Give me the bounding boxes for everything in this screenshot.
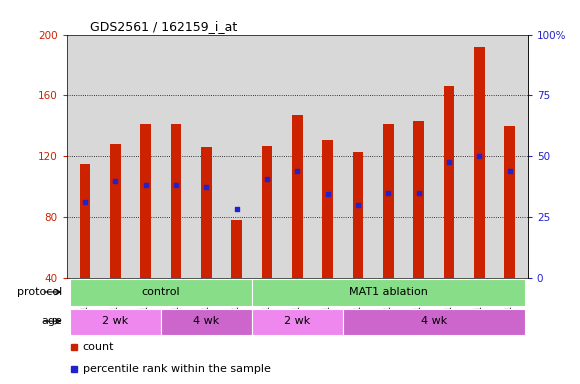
Point — [474, 153, 484, 159]
Text: age: age — [41, 316, 62, 326]
Bar — [474, 47, 484, 278]
Text: count: count — [83, 342, 114, 352]
Text: MAT1 ablation: MAT1 ablation — [349, 287, 427, 297]
Point — [171, 182, 180, 188]
Bar — [504, 126, 515, 278]
Bar — [70, 280, 252, 306]
Bar — [322, 139, 333, 278]
Bar — [414, 121, 424, 278]
Bar — [383, 124, 394, 278]
Point — [141, 182, 150, 188]
Bar — [70, 309, 161, 335]
Bar — [79, 164, 90, 278]
Point — [111, 177, 120, 184]
Bar — [110, 144, 121, 278]
Bar — [140, 124, 151, 278]
Bar — [231, 220, 242, 278]
Point — [202, 184, 211, 190]
Text: 4 wk: 4 wk — [193, 316, 219, 326]
Text: percentile rank within the sample: percentile rank within the sample — [83, 364, 271, 374]
Bar — [171, 124, 181, 278]
Bar — [252, 280, 525, 306]
Bar — [252, 309, 343, 335]
Point — [323, 191, 332, 197]
Bar — [353, 152, 363, 278]
Point — [353, 202, 362, 208]
Point — [232, 207, 241, 213]
Text: GDS2561 / 162159_i_at: GDS2561 / 162159_i_at — [90, 20, 237, 33]
Text: control: control — [142, 287, 180, 297]
Point — [292, 169, 302, 175]
Point — [505, 169, 514, 175]
Text: protocol: protocol — [17, 287, 62, 297]
Bar — [292, 115, 303, 278]
Text: 4 wk: 4 wk — [420, 316, 447, 326]
Point — [383, 190, 393, 196]
Point — [414, 190, 423, 196]
Bar — [444, 86, 454, 278]
Point — [262, 176, 271, 182]
Point — [80, 199, 89, 205]
Text: 2 wk: 2 wk — [284, 316, 310, 326]
Bar — [201, 147, 212, 278]
Bar — [262, 146, 272, 278]
Bar — [161, 309, 252, 335]
Text: 2 wk: 2 wk — [102, 316, 128, 326]
Point — [444, 159, 454, 166]
Bar — [343, 309, 525, 335]
